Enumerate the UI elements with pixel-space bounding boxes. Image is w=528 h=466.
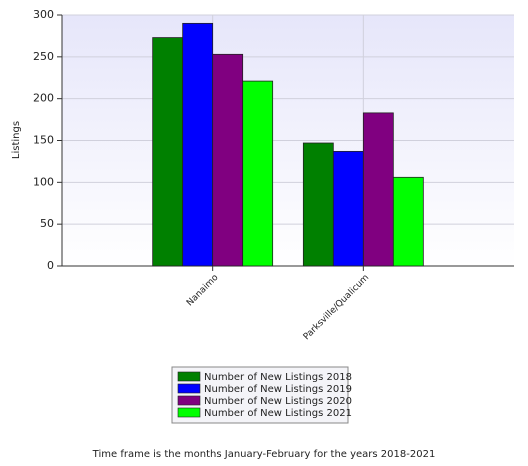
bar	[152, 37, 184, 267]
y-tick-label: 100	[33, 175, 54, 188]
legend-swatch	[177, 371, 201, 382]
bar	[242, 80, 274, 267]
legend-swatch	[177, 395, 201, 406]
legend-box	[171, 366, 349, 424]
y-tick-label: 50	[40, 217, 54, 230]
y-axis-label: Listings	[11, 121, 22, 159]
legend-swatch	[177, 407, 201, 418]
legend-label: Number of New Listings 2018	[204, 372, 352, 383]
x-tick-label: Nanaimo	[185, 272, 221, 308]
y-tick-label: 250	[33, 50, 54, 63]
legend-label: Number of New Listings 2021	[204, 408, 352, 419]
bar	[182, 22, 214, 267]
legend-label: Number of New Listings 2020	[204, 396, 352, 407]
legend-label: Number of New Listings 2019	[204, 384, 352, 395]
bar	[332, 150, 364, 267]
legend-swatch	[177, 383, 201, 394]
y-tick-label: 0	[47, 259, 54, 272]
y-tick-label: 200	[33, 92, 54, 105]
y-tick-label: 150	[33, 134, 54, 147]
footnote: Time frame is the months January-Februar…	[92, 449, 436, 460]
x-tick-label: Parksville/Qualicum	[302, 273, 371, 342]
bar	[212, 53, 244, 267]
y-tick-label: 300	[33, 8, 54, 21]
bar	[362, 112, 394, 267]
bar	[392, 176, 424, 267]
bar	[302, 142, 334, 267]
